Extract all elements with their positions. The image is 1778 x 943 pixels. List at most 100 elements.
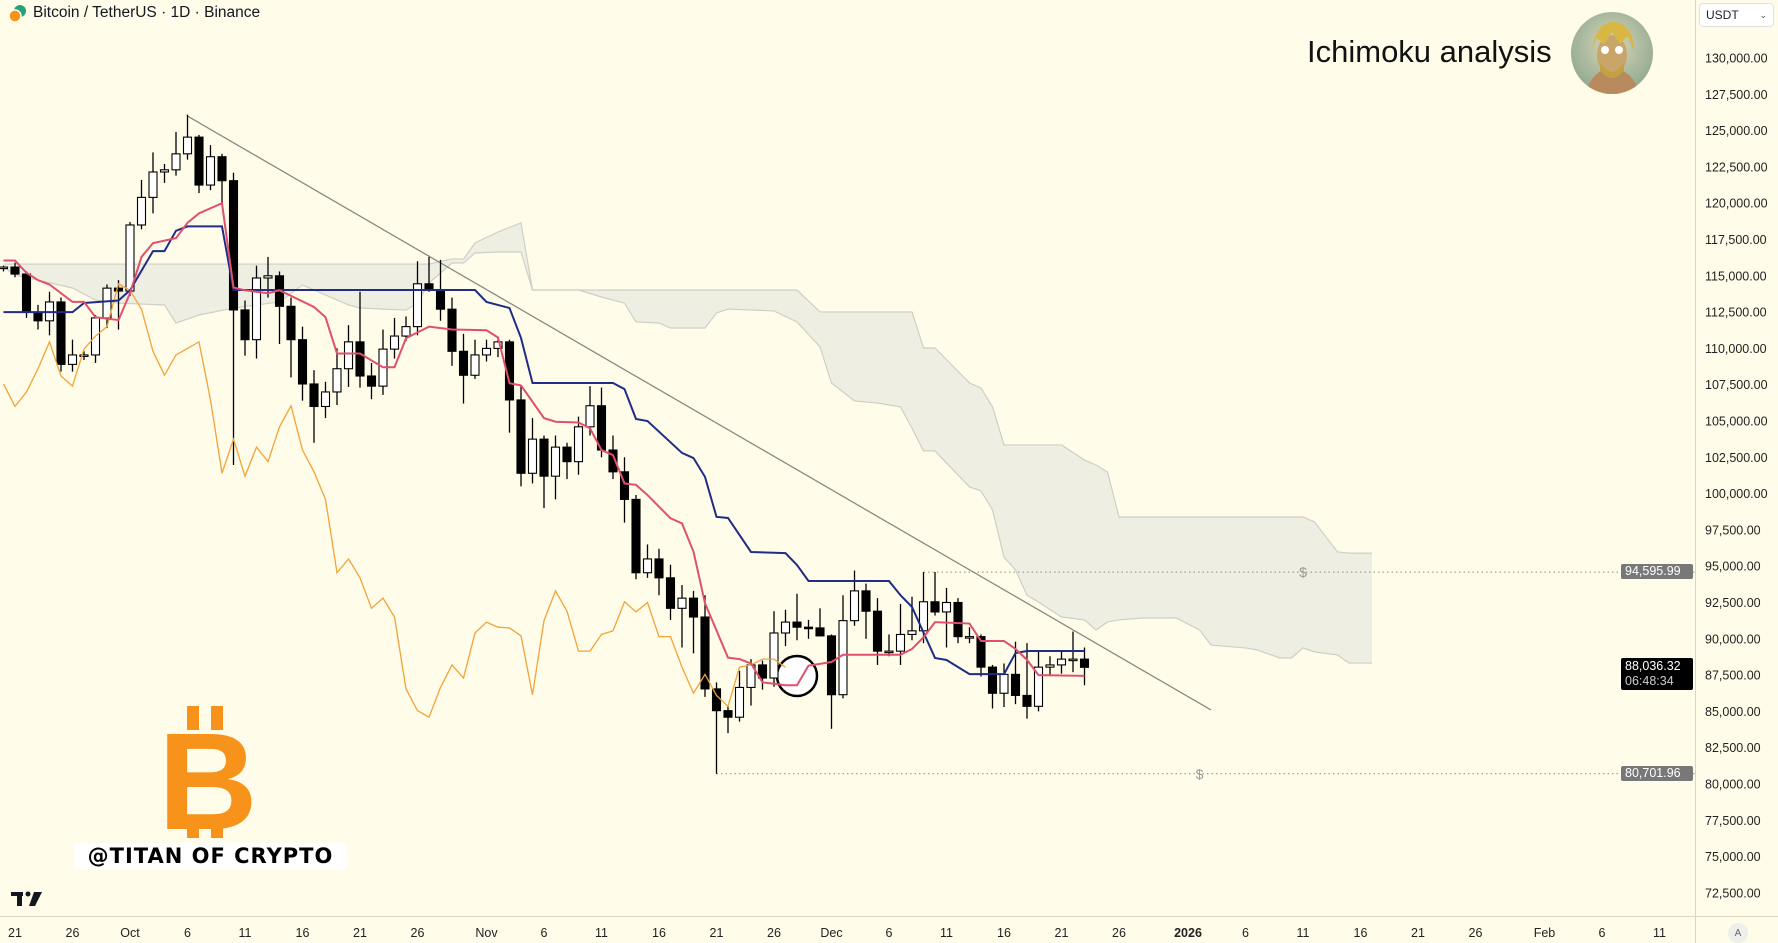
candle[interactable] [930,572,940,616]
analysis-title: Ichimoku analysis [1307,34,1552,69]
candle[interactable] [355,291,365,388]
candle[interactable] [1022,643,1032,719]
candle[interactable] [1079,647,1090,686]
candle[interactable] [849,570,860,626]
candle[interactable] [171,132,181,176]
candle[interactable] [33,304,43,330]
candle[interactable] [240,300,250,356]
candle[interactable] [941,587,952,648]
candle[interactable] [550,435,561,500]
candle[interactable] [297,326,308,401]
annotation-circle[interactable] [775,654,819,698]
candle[interactable] [1033,650,1044,712]
candle[interactable] [838,595,848,699]
candle[interactable] [826,634,837,729]
candle[interactable] [205,145,216,191]
candle[interactable] [539,435,549,509]
candle[interactable] [378,329,388,395]
candle[interactable] [309,370,319,443]
candle[interactable] [481,339,492,362]
candle[interactable] [734,670,745,722]
candle[interactable] [56,297,66,372]
candle[interactable] [642,544,653,578]
candle[interactable] [769,611,779,687]
price-axis[interactable]: 130,000.00 127,500.00 125,000.00 122,500.00… [1705,52,1768,901]
candle[interactable] [21,271,32,318]
auto-scale-button[interactable]: A [1728,923,1748,943]
candle[interactable] [757,660,768,690]
candle[interactable] [447,297,457,366]
candle[interactable] [665,564,676,620]
candle[interactable] [412,261,423,336]
candle[interactable] [527,418,538,484]
candle[interactable] [688,590,699,654]
candle[interactable] [194,134,204,194]
candle[interactable] [458,333,469,404]
candle[interactable] [217,153,227,204]
candle[interactable] [148,152,158,214]
candle-body [182,136,193,155]
candle[interactable] [504,339,515,433]
time-tick-label: 21 [1055,926,1069,940]
candle[interactable] [136,179,147,230]
candle[interactable] [907,596,917,641]
candle[interactable] [228,172,239,465]
candle[interactable] [251,265,262,359]
candle[interactable] [884,634,894,657]
candle[interactable] [470,339,480,379]
candle-body [815,627,825,637]
candle[interactable] [953,598,963,644]
price-tick-label: 85,000.00 [1705,705,1761,719]
candle[interactable] [102,284,112,329]
candle[interactable] [516,386,526,487]
candle[interactable] [401,316,411,342]
symbol-header[interactable]: Bitcoin / TetherUS · 1D · Binance [8,4,260,22]
candle[interactable] [562,442,572,480]
candle[interactable] [780,609,791,647]
candle[interactable] [159,163,170,183]
candle[interactable] [44,291,55,336]
price-tick-label: 122,500.00 [1705,160,1768,174]
candle[interactable] [10,262,20,278]
candle[interactable] [987,664,998,709]
time-tick-label: 21 [710,926,724,940]
candle[interactable] [113,280,124,330]
candle[interactable] [343,325,354,387]
candle[interactable] [573,416,584,475]
candle[interactable] [0,265,9,272]
candle[interactable] [67,339,78,372]
candle[interactable] [286,297,296,378]
candle[interactable] [366,362,377,400]
candle[interactable] [1056,650,1067,674]
candle[interactable] [182,114,193,160]
time-axis[interactable]: 21 26 Oct 6 11 16 21 26 Nov 6 11 16 21 26 Dec 6 11 16 21 26… [8,926,1666,940]
candle[interactable] [274,271,285,345]
candle[interactable] [619,457,630,523]
candle-body [976,636,986,668]
candle[interactable] [723,705,733,734]
tradingview-logo[interactable] [11,891,42,907]
currency-dropdown[interactable]: USDT ⌄ [1699,3,1774,27]
candle[interactable] [677,585,687,648]
candle[interactable] [964,627,975,644]
candle[interactable] [792,593,802,641]
time-tick-label: 11 [1653,926,1666,940]
trendline[interactable] [187,115,1212,711]
candle[interactable] [631,495,641,580]
candle-body [780,621,791,634]
candle[interactable] [803,619,814,639]
candle[interactable] [389,317,400,359]
candle[interactable] [895,603,906,665]
candle[interactable] [79,351,89,361]
candle[interactable] [861,583,871,639]
candle[interactable] [320,381,331,419]
time-tick-label: 11 [595,926,608,940]
candle[interactable] [700,595,710,697]
candle[interactable] [1045,656,1055,676]
candle-body [240,309,250,341]
candle[interactable] [654,548,664,596]
candle[interactable] [815,608,825,637]
senkou-span-edge-upper [3,222,1372,554]
candle[interactable] [332,348,342,406]
